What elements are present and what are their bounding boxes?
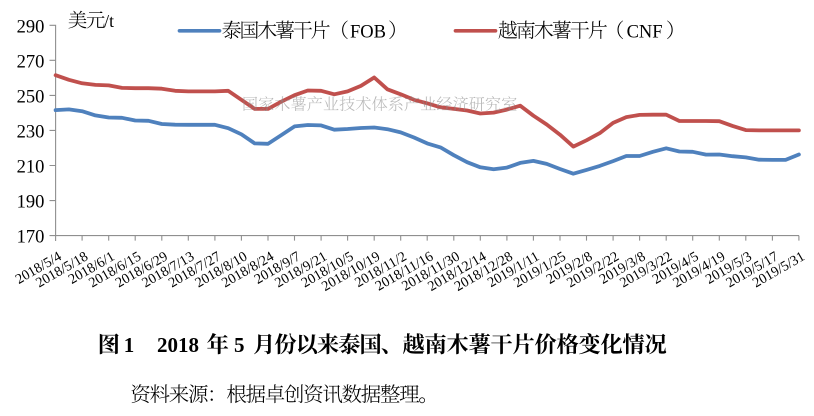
svg-text:230: 230: [17, 122, 45, 142]
svg-text:210: 210: [17, 158, 45, 178]
svg-text:CNF: CNF: [627, 22, 663, 42]
svg-text:170: 170: [17, 228, 45, 248]
svg-text:270: 270: [17, 52, 45, 72]
svg-text:1: 1: [124, 333, 135, 357]
svg-text:5: 5: [234, 333, 245, 357]
svg-text:190: 190: [17, 193, 45, 213]
svg-text:290: 290: [17, 17, 45, 37]
svg-text:FOB: FOB: [350, 22, 386, 42]
svg-text:/t: /t: [104, 11, 114, 31]
svg-text:2018: 2018: [157, 333, 199, 357]
svg-text:250: 250: [17, 87, 45, 107]
